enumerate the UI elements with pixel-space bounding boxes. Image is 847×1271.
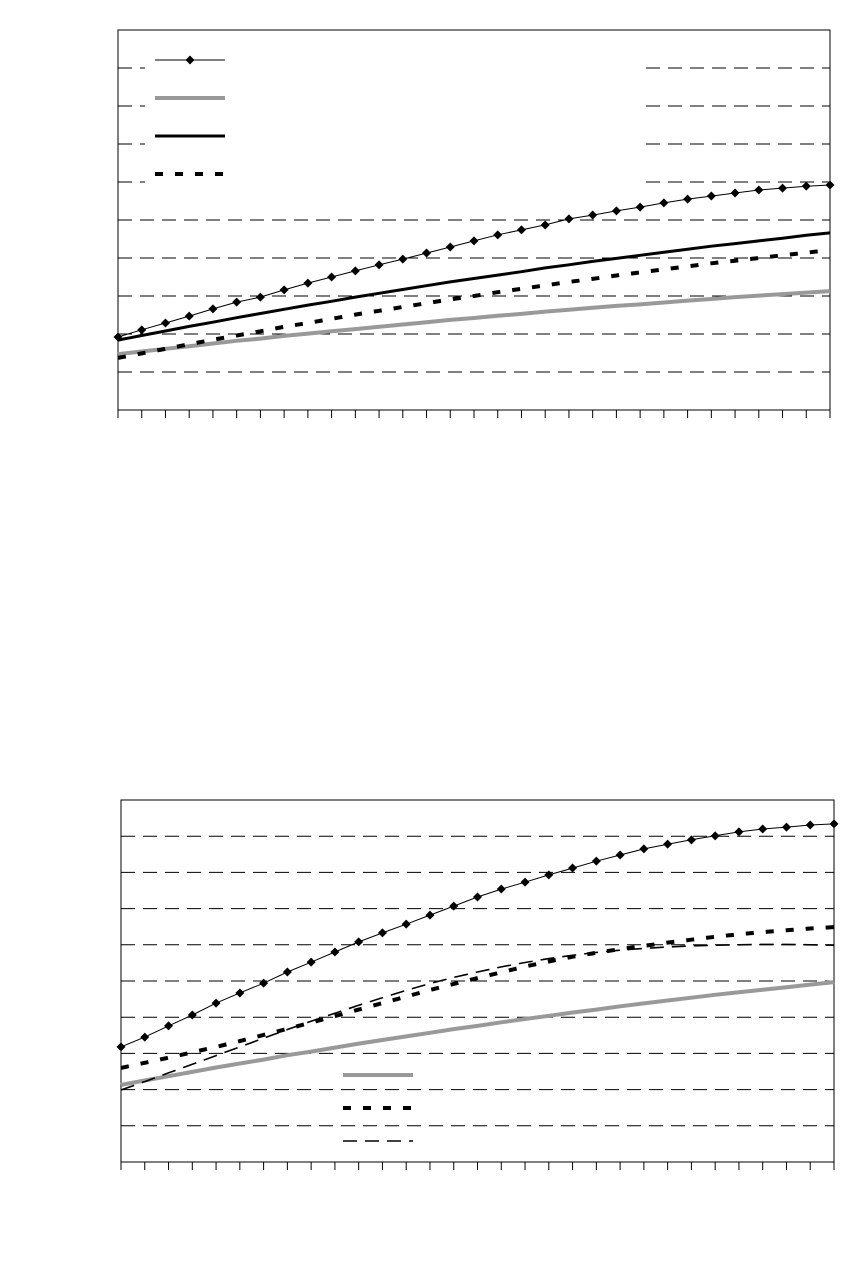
marker bbox=[211, 998, 221, 1008]
series-line bbox=[117, 248, 831, 360]
marker bbox=[469, 236, 479, 246]
marker bbox=[306, 957, 316, 967]
marker bbox=[398, 254, 408, 264]
marker bbox=[116, 1042, 126, 1052]
marker bbox=[140, 1032, 150, 1042]
marker bbox=[611, 206, 621, 216]
marker bbox=[232, 297, 242, 307]
marker bbox=[568, 863, 578, 873]
marker bbox=[710, 831, 720, 841]
marker bbox=[282, 967, 292, 977]
marker bbox=[805, 820, 815, 830]
marker bbox=[639, 844, 649, 854]
marker bbox=[422, 248, 432, 258]
marker bbox=[829, 819, 839, 829]
marker bbox=[350, 266, 360, 276]
marker bbox=[686, 835, 696, 845]
marker bbox=[330, 947, 340, 957]
marker bbox=[354, 937, 364, 947]
marker bbox=[137, 325, 147, 335]
marker bbox=[801, 181, 811, 191]
marker bbox=[279, 285, 289, 295]
marker bbox=[259, 978, 269, 988]
marker bbox=[235, 988, 245, 998]
marker bbox=[374, 260, 384, 270]
marker bbox=[588, 210, 598, 220]
legend-marker bbox=[185, 55, 195, 65]
marker bbox=[564, 214, 574, 224]
series-line bbox=[120, 925, 835, 1070]
marker bbox=[615, 850, 625, 860]
marker bbox=[160, 318, 170, 328]
marker bbox=[663, 839, 673, 849]
series-line bbox=[117, 231, 831, 342]
marker bbox=[520, 877, 530, 887]
marker bbox=[255, 292, 265, 302]
marker bbox=[187, 1010, 197, 1020]
marker bbox=[758, 824, 768, 834]
marker bbox=[327, 272, 337, 282]
marker bbox=[208, 304, 218, 314]
marker bbox=[781, 822, 791, 832]
marker bbox=[445, 242, 455, 252]
marker bbox=[303, 278, 313, 288]
marker bbox=[591, 856, 601, 866]
marker bbox=[825, 180, 835, 190]
marker bbox=[496, 884, 506, 894]
marker bbox=[184, 311, 194, 321]
marker bbox=[706, 191, 716, 201]
marker bbox=[425, 910, 435, 920]
marker bbox=[164, 1021, 174, 1031]
marker bbox=[544, 870, 554, 880]
series-line bbox=[120, 943, 835, 1091]
marker bbox=[754, 185, 764, 195]
marker bbox=[473, 892, 482, 902]
marker bbox=[516, 225, 526, 235]
marker bbox=[540, 220, 550, 230]
marker bbox=[635, 202, 645, 212]
marker bbox=[659, 198, 669, 208]
marker bbox=[493, 230, 503, 240]
marker bbox=[683, 194, 693, 204]
legend-box bbox=[145, 42, 645, 194]
marker bbox=[734, 827, 744, 837]
marker bbox=[449, 901, 459, 911]
marker bbox=[377, 928, 387, 938]
marker bbox=[401, 919, 411, 929]
marker bbox=[730, 188, 740, 198]
series-line bbox=[120, 980, 835, 1087]
marker bbox=[778, 183, 788, 193]
series-line bbox=[117, 289, 831, 357]
